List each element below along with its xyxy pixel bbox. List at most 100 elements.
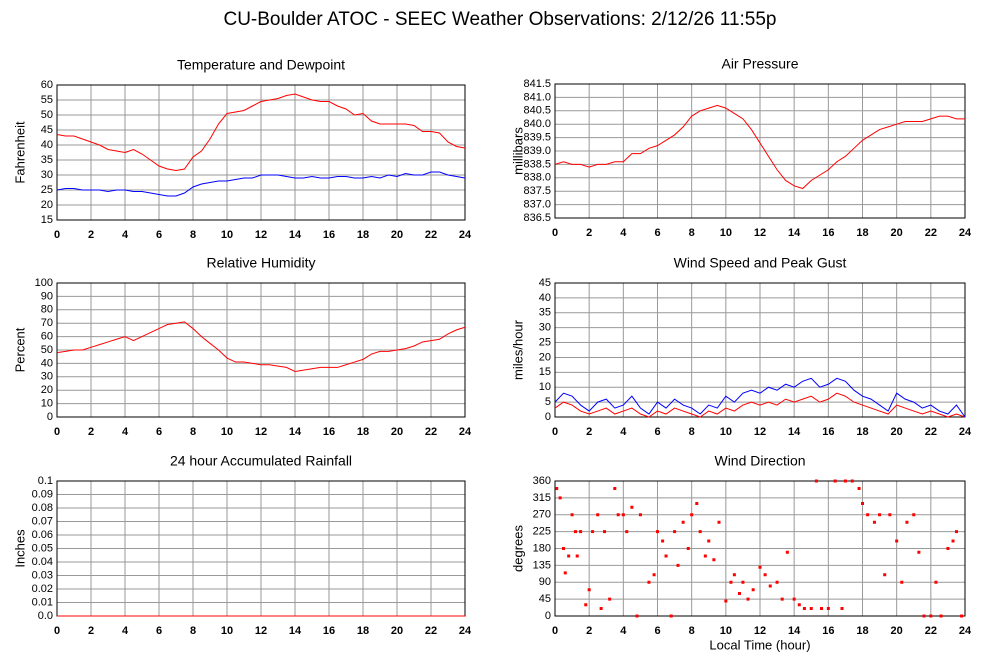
x-tick-label: 22	[425, 426, 437, 438]
y-tick-label: 838.5	[523, 158, 551, 170]
x-tick-label: 22	[425, 229, 437, 241]
y-tick-label: 840.0	[523, 118, 551, 130]
y-tick-label: 70	[41, 317, 53, 329]
y-tick-label: 45	[41, 124, 53, 136]
y-tick-label: 45	[539, 277, 551, 289]
y-tick-label: 60	[41, 331, 53, 343]
x-tick-label: 24	[459, 426, 472, 438]
x-tick-label: 24	[959, 625, 972, 637]
x-tick-label: 4	[122, 229, 129, 241]
scatter-point	[596, 513, 600, 517]
x-tick-label: 0	[54, 229, 60, 241]
x-tick-label: 10	[720, 426, 732, 438]
scatter-point	[751, 588, 755, 592]
x-tick-label: 20	[891, 426, 903, 438]
x-tick-label: 20	[391, 625, 403, 637]
y-tick-label: 10	[41, 398, 53, 410]
x-tick-label: 24	[459, 229, 472, 241]
y-tick-label: 270	[533, 509, 551, 521]
x-tick-label: 2	[586, 625, 592, 637]
scatter-point	[603, 530, 607, 534]
scatter-point	[681, 520, 685, 524]
plot-frame	[56, 282, 466, 418]
x-tick-label: 12	[754, 625, 766, 637]
x-tick-label: 14	[788, 227, 801, 239]
y-tick-label: 0.06	[32, 529, 53, 541]
chart-title: Wind Speed and Peak Gust	[674, 255, 847, 271]
y-tick-label: 0.07	[32, 515, 53, 527]
y-tick-label: 50	[41, 344, 53, 356]
scatter-point	[567, 554, 571, 558]
scatter-point	[635, 614, 639, 618]
page-title: CU-Boulder ATOC - SEEC Weather Observati…	[223, 9, 776, 30]
x-tick-label: 16	[323, 625, 335, 637]
scatter-point	[922, 614, 926, 618]
scatter-point	[717, 520, 721, 524]
x-tick-label: 12	[255, 229, 267, 241]
y-tick-label: 0.03	[32, 569, 53, 581]
scatter-point	[917, 550, 921, 554]
scatter-point	[797, 603, 801, 607]
scatter-point	[673, 530, 677, 534]
chart-title: Temperature and Dewpoint	[177, 57, 345, 73]
x-tick-label: 22	[925, 227, 937, 239]
series-line	[554, 392, 966, 418]
y-tick-label: 50	[41, 109, 53, 121]
x-tick-label: 22	[925, 426, 937, 438]
x-tick-label: 18	[856, 625, 868, 637]
y-tick-label: 838.0	[523, 172, 551, 184]
x-tick-label: 4	[122, 426, 129, 438]
x-tick-label: 10	[720, 625, 732, 637]
series-line	[56, 93, 466, 172]
chart-title: Air Pressure	[721, 56, 798, 72]
scatter-point	[857, 487, 861, 490]
x-tick-label: 14	[289, 625, 302, 637]
y-tick-label: 30	[41, 371, 53, 383]
x-tick-label: 20	[891, 227, 903, 239]
scatter-point	[826, 607, 830, 610]
y-tick-label: 25	[539, 336, 551, 348]
x-tick-label: 20	[391, 229, 403, 241]
x-tick-label: 10	[221, 625, 233, 637]
scatter-point	[599, 607, 603, 610]
scatter-point	[555, 487, 559, 490]
scatter-point	[850, 479, 854, 483]
y-tick-label: 20	[41, 384, 53, 396]
x-tick-label: 0	[54, 426, 60, 438]
y-tick-label: 841.5	[523, 78, 551, 90]
x-tick-label: 14	[788, 625, 801, 637]
scatter-point	[878, 513, 882, 517]
x-tick-label: 0	[54, 625, 60, 637]
y-tick-label: 40	[41, 139, 53, 151]
scatter-point	[929, 614, 933, 618]
y-axis-label: Fahrenheit	[12, 121, 27, 184]
x-tick-label: 24	[459, 625, 472, 637]
y-tick-label: 837.0	[523, 199, 551, 211]
x-tick-label: 4	[122, 625, 129, 637]
scatter-point	[587, 588, 591, 592]
x-tick-label: 8	[190, 625, 196, 637]
scatter-point	[630, 505, 634, 509]
x-tick-label: 10	[720, 227, 732, 239]
chart-title: 24 hour Accumulated Rainfall	[170, 453, 352, 469]
scatter-point	[738, 592, 741, 595]
scatter-point	[729, 580, 733, 584]
y-tick-label: 0.1	[38, 475, 53, 487]
x-tick-label: 18	[357, 229, 369, 241]
scatter-point	[939, 614, 943, 618]
scatter-point	[664, 554, 668, 558]
scatter-point	[616, 513, 620, 517]
y-tick-label: 40	[539, 292, 551, 304]
x-tick-label: 16	[822, 625, 834, 637]
x-tick-label: 18	[856, 227, 868, 239]
scatter-point	[954, 530, 958, 534]
y-axis-label: Inches	[12, 529, 27, 568]
y-tick-label: 0.02	[32, 583, 53, 595]
scatter-point	[690, 513, 694, 517]
series-line	[554, 104, 965, 190]
y-tick-label: 0.08	[32, 502, 53, 514]
x-tick-label: 10	[221, 426, 233, 438]
scatter-point	[656, 530, 659, 534]
scatter-point	[763, 573, 767, 577]
x-tick-label: 4	[620, 227, 627, 239]
